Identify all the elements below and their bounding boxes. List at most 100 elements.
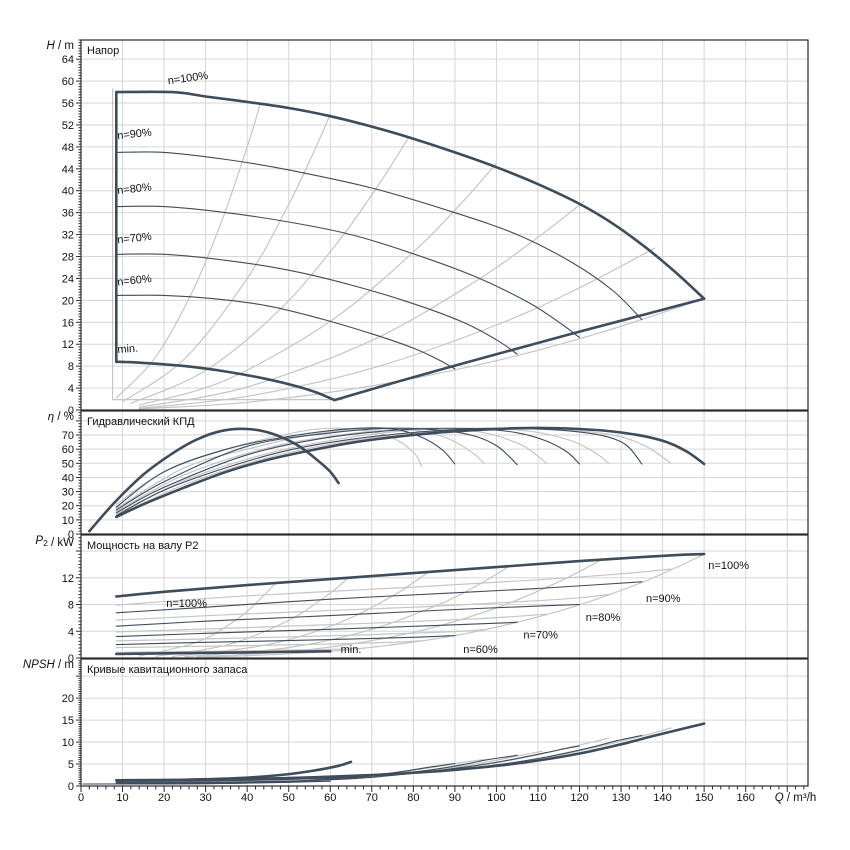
head-title: Напор	[87, 45, 119, 57]
series-iso-eff-6	[121, 113, 331, 403]
npsh-y-tick-label: 10	[62, 737, 74, 749]
head-y-tick-label: 56	[62, 98, 74, 110]
power-curve-label: n=100%	[166, 598, 207, 610]
series-npsh-80	[115, 745, 581, 783]
efficiency-y-tick-label: 50	[62, 458, 74, 470]
efficiency-grid	[81, 411, 808, 534]
x-tick-label: 100	[487, 792, 505, 804]
series-eta-100	[115, 426, 706, 519]
series-p-85	[115, 593, 610, 621]
x-tick-label: 130	[612, 792, 630, 804]
power-title: Мощность на валу P2	[87, 540, 199, 552]
npsh-y-tick-label: 20	[62, 693, 74, 705]
efficiency-axis-unit-label: η / %	[48, 411, 74, 423]
x-tick-label: 140	[653, 792, 671, 804]
efficiency-y-tick-label: 40	[62, 472, 74, 484]
series-npsh-100	[115, 722, 706, 782]
series-n70-head	[115, 253, 518, 355]
series-envelope-lower	[333, 297, 706, 402]
head-y-tick-label: 12	[62, 339, 74, 351]
head-curve-label: min.	[117, 343, 139, 356]
series-p-65	[115, 629, 485, 642]
chart-power: 0 4 8 12 P2 / kW Мощность на валу P2 n=100% min…	[35, 534, 809, 665]
series-tolerance-outline	[112, 88, 344, 401]
x-axis-unit-label: Q / m³/h	[775, 792, 817, 804]
head-y-tick-label: 4	[68, 383, 74, 395]
series-p-55	[115, 640, 423, 649]
power-curve-label: n=60%	[463, 644, 498, 656]
power-curve-label: n=80%	[586, 612, 621, 624]
x-tick-label: 90	[449, 792, 461, 804]
power-curve-label: n=70%	[523, 629, 558, 641]
npsh-y-ticks: 0 5 10 15 20	[62, 660, 81, 793]
head-curve-label: n=70%	[117, 231, 153, 247]
series-p-100	[115, 552, 706, 598]
head-y-tick-label: 52	[62, 120, 74, 132]
head-curve-label: n=100%	[167, 70, 209, 88]
x-tick-label: 60	[324, 792, 336, 804]
power-y-tick-label: 12	[62, 573, 74, 585]
npsh-title: Кривые кавитационного запаса	[87, 664, 248, 676]
power-curve-label: n=90%	[646, 593, 681, 605]
power-y-tick-label: 0	[68, 653, 74, 665]
series-n60-head	[115, 294, 456, 370]
series-iso-eff-4	[138, 162, 497, 406]
head-border	[80, 39, 809, 411]
x-tick-label: 70	[366, 792, 378, 804]
head-curve-label: n=90%	[117, 127, 153, 143]
series-iso-eff-7	[115, 105, 261, 399]
efficiency-y-tick-label: 20	[62, 501, 74, 513]
efficiency-y-tick-label: 70	[62, 430, 74, 442]
power-y-tick-label: 4	[68, 626, 74, 638]
series-p-60	[115, 634, 456, 646]
power-axis-unit-label: P2 / kW	[35, 535, 74, 549]
series-eta-70	[115, 427, 518, 511]
x-tick-label: 10	[116, 792, 128, 804]
series-p-80	[115, 603, 581, 627]
efficiency-y-tick-label: 30	[62, 487, 74, 499]
head-y-tick-label: 8	[68, 361, 74, 373]
series-iso-eff-1	[138, 298, 705, 410]
x-tick-label: 110	[529, 792, 547, 804]
series-p-70	[115, 621, 518, 638]
head-y-tick-label: 28	[62, 252, 74, 264]
head-axis-unit-label: H / m	[47, 40, 74, 52]
x-tick-label: 50	[283, 792, 295, 804]
series-p-min	[115, 650, 332, 656]
head-y-tick-label: 64	[62, 54, 74, 66]
series-eta-min	[88, 427, 340, 533]
head-y-tick-label: 20	[62, 295, 74, 307]
series-iso-cubic-5	[155, 578, 348, 657]
head-y-tick-label: 40	[62, 186, 74, 198]
head-y-tick-label: 44	[62, 164, 74, 176]
series-n100-head	[115, 90, 706, 300]
head-y-tick-label: 16	[62, 317, 74, 329]
series-p-45	[115, 647, 360, 653]
series-iso-eff-2	[138, 247, 655, 409]
series-p-90	[115, 581, 643, 614]
x-tick-label: 20	[158, 792, 170, 804]
chart-efficiency: 0 10 20 30 40 50 60 70 η / % Гидравлический КПД	[48, 410, 809, 541]
series-p-75	[115, 613, 547, 633]
x-tick-label: 150	[695, 792, 713, 804]
head-y-tick-label: 32	[62, 230, 74, 242]
series-eta-60	[115, 427, 456, 508]
power-curve-label: n=100%	[708, 560, 749, 572]
series-npsh-min	[183, 760, 353, 782]
series-min-head	[115, 360, 336, 402]
series-p-95	[115, 568, 672, 606]
power-curve-label: min.	[341, 644, 362, 656]
npsh-y-tick-label: 5	[68, 759, 74, 771]
power-y-tick-label: 8	[68, 600, 74, 612]
head-y-tick-label: 0	[68, 405, 74, 417]
efficiency-y-tick-label: 10	[62, 515, 74, 527]
power-y-ticks: 0 4 8 12	[62, 537, 81, 665]
series-iso-cubic-1	[205, 553, 705, 658]
npsh-y-tick-label: 0	[68, 781, 74, 793]
head-y-tick-label: 60	[62, 76, 74, 88]
series-n90-head	[115, 151, 643, 321]
x-tick-label: 160	[737, 792, 755, 804]
efficiency-y-ticks: 0 10 20 30 40 50 60 70	[62, 411, 81, 541]
